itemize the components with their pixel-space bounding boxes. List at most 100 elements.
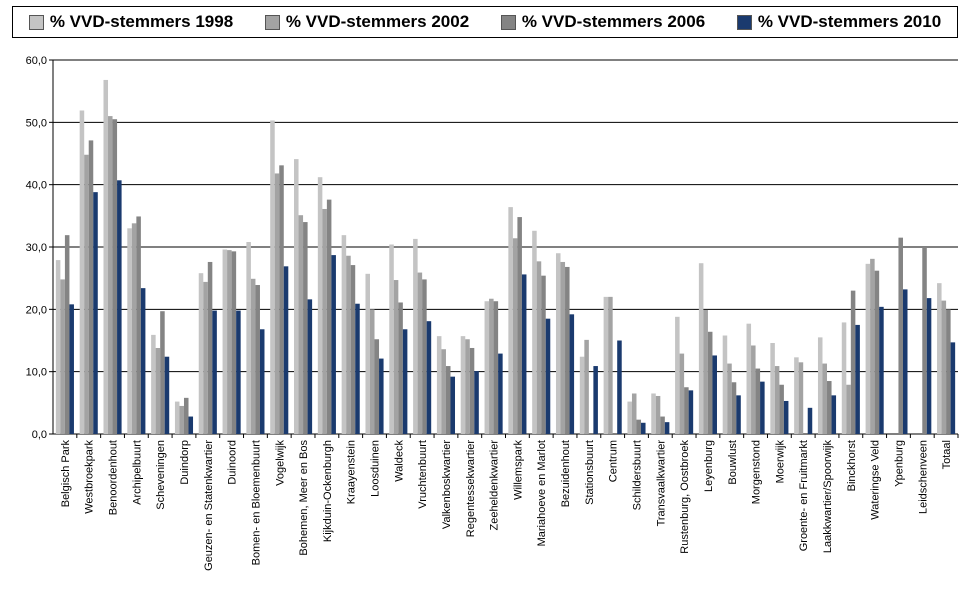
bar: [136, 216, 141, 434]
category-label: Kijkduin-Ockenburgh: [322, 440, 334, 542]
bar: [84, 154, 89, 434]
bar: [393, 280, 399, 434]
bar: [270, 120, 275, 435]
bar: [770, 342, 775, 434]
category-label: Scheveningen: [155, 440, 167, 510]
bar: [584, 339, 589, 434]
bar: [174, 401, 180, 434]
bar: [703, 309, 708, 434]
bar: [517, 217, 522, 434]
bar: [937, 283, 942, 434]
bar: [112, 119, 118, 434]
legend-item: % VVD-stemmers 2006: [500, 12, 706, 32]
bar: [117, 180, 122, 434]
bar: [179, 405, 184, 434]
bar: [298, 215, 304, 434]
category-label: Zeeheldenkwartier: [489, 440, 501, 531]
bar: [326, 199, 332, 434]
category-label: Bomen- en Bloemenbuurt: [250, 440, 262, 565]
category-label: Binckhorst: [846, 440, 858, 491]
category-label: Westbroekpark: [84, 440, 96, 514]
bar: [236, 310, 241, 434]
bar: [902, 289, 908, 434]
bar: [508, 207, 513, 434]
category-label: Bouwlust: [727, 440, 739, 485]
category-label: Bohemen, Meer en Bos: [298, 440, 310, 556]
bar: [108, 116, 113, 434]
bar: [93, 192, 98, 434]
bar: [250, 278, 256, 434]
category-label: Vruchtenbuurt: [417, 440, 429, 509]
bar: [350, 265, 356, 434]
bar: [627, 401, 632, 434]
category-label: Stationsbuurt: [584, 440, 596, 505]
bar: [369, 309, 375, 434]
bar: [774, 366, 780, 434]
bar: [798, 362, 804, 434]
bar: [374, 339, 380, 434]
legend-item: % VVD-stemmers 2010: [736, 12, 941, 32]
bar: [941, 300, 947, 434]
bar: [160, 311, 165, 434]
y-tick-label: 10,0: [26, 367, 47, 379]
bar: [207, 261, 213, 434]
bar: [707, 331, 713, 434]
bar: [855, 324, 860, 434]
legend-label: % VVD-stemmers 2006: [521, 12, 706, 31]
bar: [865, 263, 871, 434]
bar: [151, 334, 156, 434]
y-tick-label: 0,0: [32, 429, 47, 441]
bar: [307, 299, 313, 434]
bar: [398, 302, 403, 434]
bar: [579, 356, 585, 434]
bar: [155, 347, 161, 434]
bar: [727, 363, 732, 434]
bar: [103, 79, 109, 435]
bar: [60, 279, 65, 434]
bar: [807, 407, 813, 434]
bar: [365, 273, 370, 434]
bar: [817, 337, 823, 434]
bar: [227, 250, 232, 434]
bar: [246, 242, 251, 434]
bar: [436, 336, 442, 434]
bar: [255, 285, 260, 434]
bar: [608, 296, 613, 434]
bar: [212, 310, 217, 434]
bar: [341, 235, 347, 434]
bar: [946, 309, 951, 434]
category-label: Benoordenhout: [108, 440, 120, 515]
bar: [55, 260, 61, 434]
legend-label: % VVD-stemmers 1998: [49, 12, 234, 31]
category-label: Geuzen- en Statenkwartier: [203, 440, 215, 571]
bar: [474, 371, 479, 434]
bar: [565, 266, 570, 434]
category-label: Centrum: [608, 440, 620, 482]
bar: [426, 321, 432, 434]
bar: [569, 314, 575, 434]
bar: [346, 255, 351, 434]
bar: [898, 237, 903, 434]
bar: [874, 270, 880, 434]
bar: [79, 110, 85, 435]
bar: [402, 329, 408, 434]
bar: [283, 266, 289, 434]
bar: [879, 306, 884, 434]
bar: [422, 279, 427, 434]
bar: [779, 384, 784, 434]
y-tick-label: 20,0: [26, 304, 47, 316]
category-label: Schildersbuurt: [631, 440, 643, 510]
bar: [827, 381, 832, 434]
category-label: Loosduinen: [370, 440, 382, 497]
bar: [651, 393, 656, 434]
bar: [259, 329, 265, 434]
bar: [203, 281, 208, 434]
bar: [279, 165, 284, 435]
bar: [679, 353, 685, 434]
bar: [822, 363, 828, 434]
bar: [731, 382, 737, 434]
bar: [783, 400, 789, 434]
y-tick-label: 60,0: [26, 55, 47, 67]
